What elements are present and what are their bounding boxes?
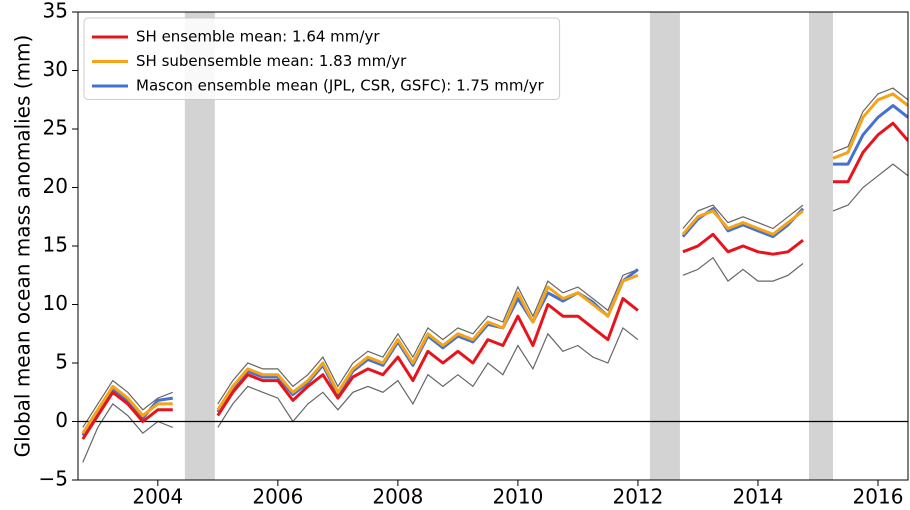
series-line [81,92,908,435]
y-tick-label: 30 [43,57,68,81]
legend-label: Mascon ensemble mean (JPL, CSR, GSFC): 1… [136,77,544,95]
y-tick-label: 20 [43,174,68,198]
series-line [81,121,908,440]
y-tick-label: 35 [43,0,68,23]
plot-area [78,12,908,480]
y-axis-label: Global mean ocean mass anomalies (mm) [11,35,35,458]
ensemble-member-line [82,87,908,428]
y-tick-label: 25 [43,116,68,140]
y-tick-label: 5 [55,350,68,374]
data-gap [808,12,833,480]
y-tick-label: 10 [43,291,68,315]
y-tick-label: 15 [43,233,68,257]
x-tick-label: 2016 [853,485,904,509]
legend: SH ensemble mean: 1.64 mm/yr SH subensemb… [83,17,561,100]
x-tick-label: 2014 [733,485,784,509]
x-tick-label: 2006 [252,485,303,509]
data-gap [649,12,680,480]
y-tick-label: −5 [39,467,68,491]
x-tick-label: 2012 [612,485,663,509]
x-tick-label: 2008 [372,485,423,509]
y-tick-label: 0 [55,408,68,432]
legend-label: SH subensemble mean: 1.83 mm/yr [136,52,407,70]
x-tick-label: 2010 [492,485,543,509]
legend-label: SH ensemble mean: 1.64 mm/yr [136,28,380,46]
ensemble-member-line [82,163,908,463]
x-tick-label: 2004 [132,485,183,509]
legend-box [83,17,561,100]
